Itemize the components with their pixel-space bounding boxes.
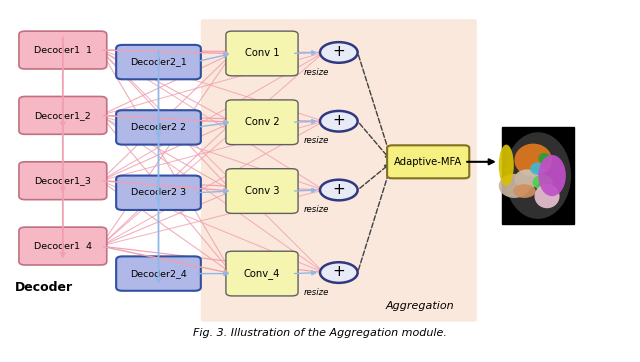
Circle shape — [320, 180, 358, 200]
Text: Conv_4: Conv_4 — [244, 268, 280, 279]
Ellipse shape — [513, 184, 536, 198]
FancyBboxPatch shape — [226, 251, 298, 296]
Text: resize: resize — [304, 288, 330, 297]
Circle shape — [320, 42, 358, 63]
FancyBboxPatch shape — [116, 45, 201, 79]
FancyBboxPatch shape — [226, 31, 298, 76]
Text: Decoder1_3: Decoder1_3 — [35, 176, 92, 185]
Text: resize: resize — [304, 205, 330, 214]
Text: Decoder2_4: Decoder2_4 — [130, 269, 187, 278]
Ellipse shape — [515, 169, 540, 189]
Circle shape — [320, 111, 358, 131]
Ellipse shape — [505, 132, 571, 219]
FancyBboxPatch shape — [201, 19, 477, 322]
FancyBboxPatch shape — [19, 227, 107, 265]
Text: Fig. 3. Illustration of the Aggregation module.: Fig. 3. Illustration of the Aggregation … — [193, 328, 447, 338]
Text: Decoder1_2: Decoder1_2 — [35, 111, 92, 120]
Ellipse shape — [499, 174, 530, 198]
Text: Decoder2_1: Decoder2_1 — [130, 58, 187, 67]
Text: Conv 1: Conv 1 — [244, 49, 279, 59]
Text: resize: resize — [304, 68, 330, 77]
Circle shape — [320, 262, 358, 283]
Ellipse shape — [499, 145, 514, 186]
FancyBboxPatch shape — [19, 31, 107, 69]
Ellipse shape — [515, 144, 552, 177]
Ellipse shape — [538, 153, 551, 164]
Text: +: + — [332, 182, 345, 197]
Text: Decoder1  4: Decoder1 4 — [34, 241, 92, 251]
Text: Decoder1  1: Decoder1 1 — [34, 46, 92, 55]
FancyBboxPatch shape — [116, 176, 201, 210]
FancyBboxPatch shape — [226, 100, 298, 145]
Ellipse shape — [534, 184, 559, 208]
FancyBboxPatch shape — [116, 110, 201, 145]
FancyBboxPatch shape — [19, 97, 107, 134]
Ellipse shape — [532, 175, 553, 190]
FancyBboxPatch shape — [19, 162, 107, 200]
FancyBboxPatch shape — [387, 145, 469, 178]
FancyBboxPatch shape — [502, 127, 574, 224]
Text: +: + — [332, 44, 345, 59]
Text: Decoder2 3: Decoder2 3 — [131, 188, 186, 197]
FancyBboxPatch shape — [116, 256, 201, 291]
Text: Aggregation: Aggregation — [386, 301, 454, 311]
Text: Conv 3: Conv 3 — [244, 186, 279, 196]
Text: Decoder: Decoder — [15, 281, 73, 294]
Ellipse shape — [530, 163, 545, 175]
Text: Adaptive-MFA: Adaptive-MFA — [394, 157, 462, 167]
Ellipse shape — [538, 155, 566, 196]
Text: Conv 2: Conv 2 — [244, 117, 279, 127]
Text: Decoder2 2: Decoder2 2 — [131, 123, 186, 132]
FancyBboxPatch shape — [226, 169, 298, 213]
Text: resize: resize — [304, 136, 330, 146]
Text: +: + — [332, 113, 345, 128]
Text: +: + — [332, 264, 345, 279]
